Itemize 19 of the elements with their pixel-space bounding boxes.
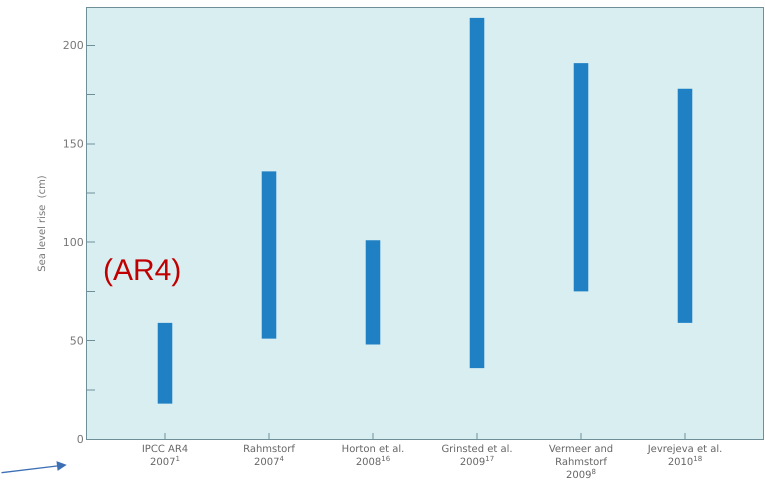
x-tick-label: Rahmstorf 2007$^{4}$ bbox=[243, 444, 296, 468]
bar bbox=[158, 322, 172, 404]
y-tick-label: 150 bbox=[62, 138, 84, 151]
y-tick-label: 0 bbox=[76, 432, 84, 446]
bar bbox=[262, 171, 276, 339]
annotation: (AR4) bbox=[103, 254, 182, 287]
x-tick-label: Grinsted et al. 2009$^{17}$ bbox=[441, 444, 513, 468]
bar bbox=[470, 18, 484, 368]
y-tick-label: 100 bbox=[62, 236, 84, 250]
bar bbox=[366, 240, 380, 345]
y-tick-label: 200 bbox=[62, 39, 84, 52]
x-tick-label: IPCC AR4 2007$^{1}$ bbox=[142, 444, 188, 468]
x-tick-label: Jevrejeva et al. 2010$^{18}$ bbox=[646, 444, 722, 468]
y-tick-label: 50 bbox=[70, 334, 84, 348]
bar bbox=[574, 63, 588, 292]
x-tick-label: Horton et al. 2008$^{16}$ bbox=[342, 444, 404, 468]
y-axis-title: Sea level rise (cm) bbox=[36, 175, 48, 272]
x-tick-label: Vermeer and Rahmstorf 2009$^{8}$ bbox=[548, 444, 614, 481]
bar bbox=[678, 88, 692, 323]
